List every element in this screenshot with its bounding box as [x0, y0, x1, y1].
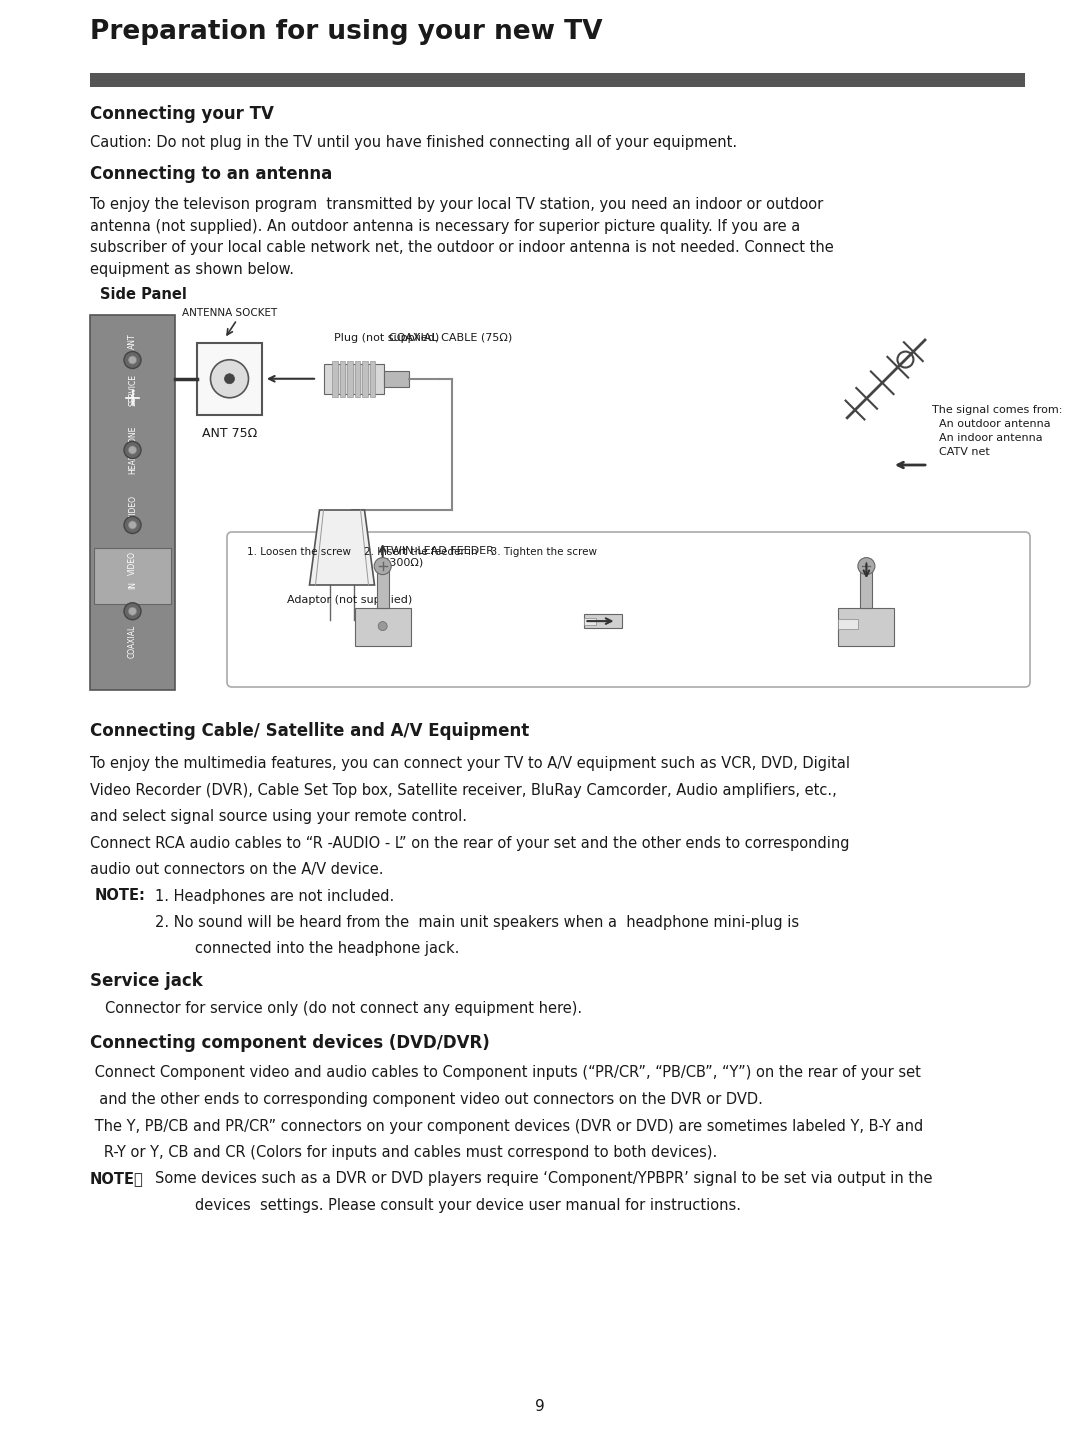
Text: IN: IN	[129, 581, 137, 589]
Circle shape	[129, 607, 136, 616]
Bar	[384, 371, 409, 387]
Text: The signal comes from:
  An outdoor antenna
  An indoor antenna
  CATV net: The signal comes from: An outdoor antenn…	[932, 404, 1063, 458]
Text: Some devices such as a DVR or DVD players require ‘Component/YPBPR’ signal to be: Some devices such as a DVR or DVD player…	[156, 1171, 932, 1187]
Text: To enjoy the televison program  transmitted by your local TV station, you need a: To enjoy the televison program transmitt…	[90, 197, 834, 276]
Text: Plug (not supplied): Plug (not supplied)	[334, 332, 440, 342]
Bar	[377, 563, 389, 609]
Text: Adaptor (not supplied): Adaptor (not supplied)	[287, 594, 413, 604]
Text: The Y, PB/CB and PR/CR” connectors on your component devices (DVR or DVD) are so: The Y, PB/CB and PR/CR” connectors on yo…	[90, 1118, 923, 1134]
Bar	[332, 361, 337, 397]
Bar	[354, 609, 410, 646]
Text: audio out connectors on the A/V device.: audio out connectors on the A/V device.	[90, 862, 383, 876]
Bar	[354, 361, 360, 397]
Text: Connector for service only (do not connect any equipment here).: Connector for service only (do not conne…	[105, 1002, 582, 1016]
Bar	[90, 73, 1025, 86]
Circle shape	[374, 557, 391, 574]
Circle shape	[129, 521, 136, 530]
FancyBboxPatch shape	[227, 532, 1030, 686]
Circle shape	[378, 622, 387, 630]
Text: S-VIDEO: S-VIDEO	[129, 495, 137, 525]
Bar	[362, 361, 367, 397]
Text: devices  settings. Please consult your device user manual for instructions.: devices settings. Please consult your de…	[195, 1199, 741, 1213]
Text: Video Recorder (DVR), Cable Set Top box, Satellite receiver, BluRay Camcorder, A: Video Recorder (DVR), Cable Set Top box,…	[90, 783, 837, 797]
Circle shape	[124, 517, 141, 534]
Circle shape	[858, 557, 875, 574]
Text: 9: 9	[535, 1399, 545, 1415]
Text: Preparation for using your new TV: Preparation for using your new TV	[90, 19, 603, 45]
Bar	[324, 364, 384, 394]
Bar	[584, 617, 596, 625]
Text: 1. Loosen the screw    2. Insert the feeder in    3. Tighten the screw: 1. Loosen the screw 2. Insert the feeder…	[247, 547, 597, 557]
Bar	[838, 619, 859, 629]
Text: Connect Component video and audio cables to Component inputs (“PR/CR”, “PB/CB”, : Connect Component video and audio cables…	[90, 1065, 921, 1081]
Bar	[838, 609, 894, 646]
Circle shape	[124, 351, 141, 368]
Text: Service jack: Service jack	[90, 971, 203, 990]
Text: Connecting to an antenna: Connecting to an antenna	[90, 165, 333, 183]
Text: connected into the headphone jack.: connected into the headphone jack.	[195, 941, 459, 957]
Text: and select signal source using your remote control.: and select signal source using your remo…	[90, 809, 467, 825]
Text: SERVICE: SERVICE	[129, 374, 137, 406]
Bar	[369, 361, 375, 397]
Bar	[347, 361, 352, 397]
Bar	[94, 547, 171, 604]
Text: ANTENNA SOCKET: ANTENNA SOCKET	[183, 308, 278, 318]
Bar	[584, 614, 622, 627]
Text: TWIN-LEAD FEEDER
(300Ω): TWIN-LEAD FEEDER (300Ω)	[384, 547, 495, 568]
Circle shape	[124, 603, 141, 620]
Circle shape	[129, 355, 136, 364]
Polygon shape	[310, 509, 375, 586]
Circle shape	[211, 360, 248, 397]
Text: NOTE:: NOTE:	[95, 888, 146, 904]
Text: Connecting your TV: Connecting your TV	[90, 105, 274, 122]
Bar	[197, 342, 262, 414]
Text: Connecting Cable/ Satellite and A/V Equipment: Connecting Cable/ Satellite and A/V Equi…	[90, 722, 529, 740]
Text: Connect RCA audio cables to “R -AUDIO - L” on the rear of your set and the other: Connect RCA audio cables to “R -AUDIO - …	[90, 836, 850, 850]
Text: Connecting component devices (DVD/DVR): Connecting component devices (DVD/DVR)	[90, 1033, 489, 1052]
Text: HEADPHONE: HEADPHONE	[129, 426, 137, 475]
Text: To enjoy the multimedia features, you can connect your TV to A/V equipment such : To enjoy the multimedia features, you ca…	[90, 755, 850, 771]
Bar	[90, 315, 175, 689]
Text: COAXIAL: COAXIAL	[129, 625, 137, 658]
Text: ANT: ANT	[129, 334, 137, 350]
Circle shape	[225, 374, 234, 384]
Text: VIDEO: VIDEO	[129, 551, 137, 574]
Circle shape	[129, 446, 136, 453]
Text: ANT 75Ω: ANT 75Ω	[202, 427, 257, 440]
Bar	[339, 361, 345, 397]
Text: Side Panel: Side Panel	[100, 286, 187, 302]
Text: 2. No sound will be heard from the  main unit speakers when a  headphone mini-pl: 2. No sound will be heard from the main …	[156, 915, 799, 930]
Bar	[861, 563, 873, 609]
Text: COAXIAL CABLE (75Ω): COAXIAL CABLE (75Ω)	[389, 332, 512, 342]
Text: and the other ends to corresponding component video out connectors on the DVR or: and the other ends to corresponding comp…	[90, 1092, 762, 1107]
Text: 1. Headphones are not included.: 1. Headphones are not included.	[156, 888, 394, 904]
Text: Caution: Do not plug in the TV until you have finished connecting all of your eq: Caution: Do not plug in the TV until you…	[90, 135, 738, 150]
Circle shape	[124, 442, 141, 459]
Text: R-Y or Y, CB and CR (Colors for inputs and cables must correspond to both device: R-Y or Y, CB and CR (Colors for inputs a…	[90, 1145, 717, 1160]
Text: NOTE：: NOTE：	[90, 1171, 144, 1187]
